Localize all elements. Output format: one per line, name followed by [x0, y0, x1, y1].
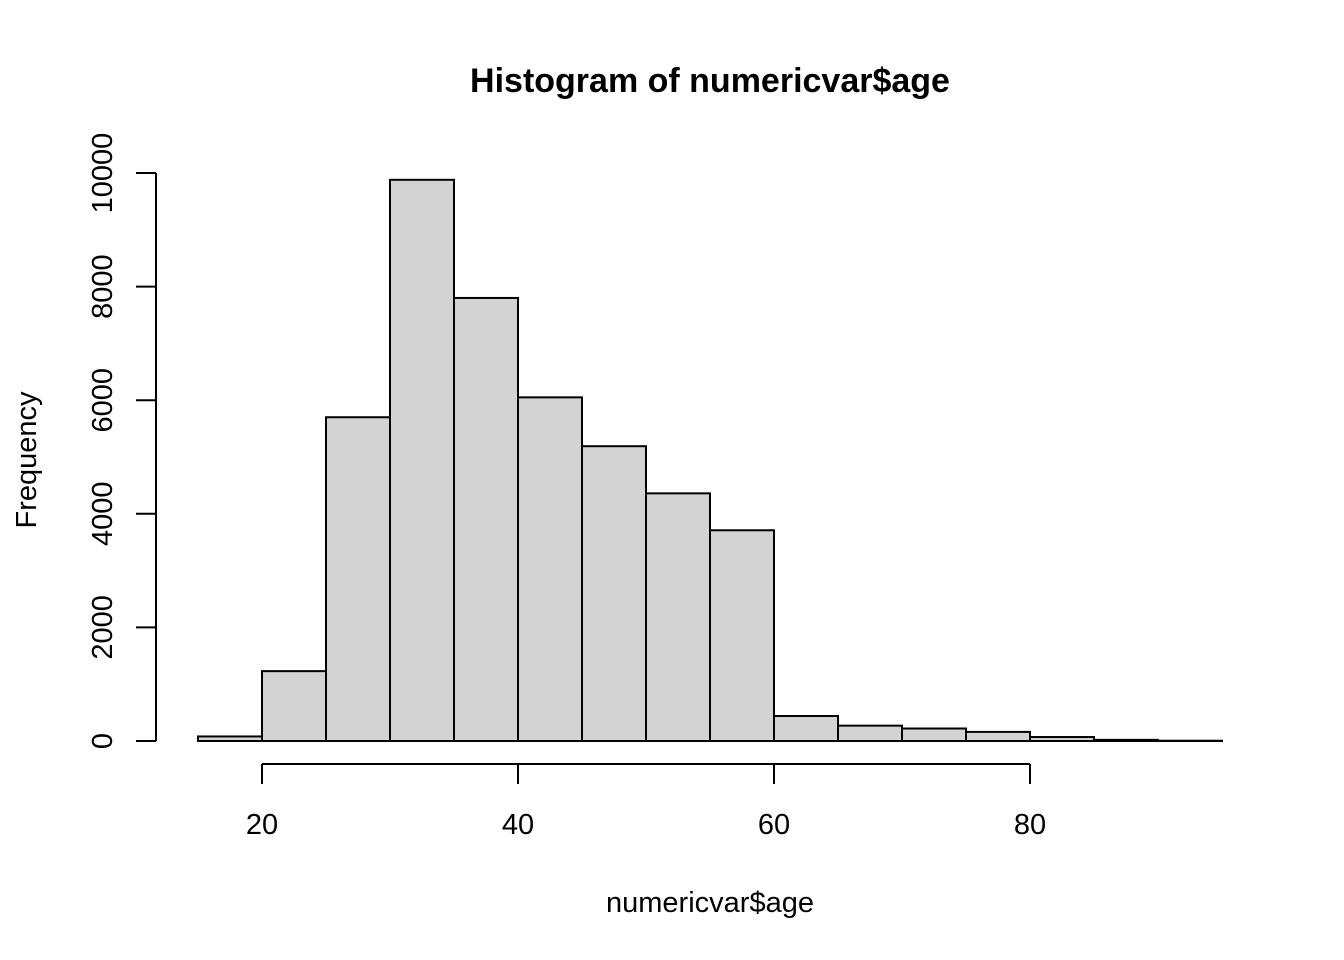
histogram-bar [517, 396, 583, 742]
x-axis: 20 40 60 80 [246, 763, 1046, 841]
y-tick-label: 10000 [87, 133, 119, 214]
histogram-bar [325, 416, 391, 742]
histogram-bar [1029, 736, 1095, 742]
histogram-bar [1093, 738, 1159, 743]
y-axis-label: Frequency [11, 391, 43, 529]
histogram-bar [581, 445, 647, 742]
histogram-bar [389, 178, 455, 743]
chart-title: Histogram of numericvar$age [470, 62, 950, 100]
bars-group [197, 178, 1223, 743]
histogram-bar [901, 727, 967, 743]
histogram-bar [261, 670, 327, 742]
histogram-bar [645, 492, 711, 742]
x-tick-label: 60 [758, 809, 790, 841]
y-tick-label: 2000 [87, 595, 119, 660]
histogram-bar [197, 735, 263, 742]
x-tick-label: 40 [502, 809, 534, 841]
x-tick-label: 80 [1014, 809, 1046, 841]
y-axis: 0 2000 4000 6000 8000 10000 [87, 133, 157, 749]
y-tick-label: 8000 [87, 254, 119, 319]
x-axis-label: numericvar$age [606, 887, 814, 919]
histogram-bar [453, 296, 519, 742]
y-tick-label: 6000 [87, 368, 119, 433]
histogram-bar [837, 724, 903, 743]
histogram-bar [773, 715, 839, 742]
y-tick-label: 0 [87, 733, 119, 749]
x-tick-label: 20 [246, 809, 278, 841]
y-tick-label: 4000 [87, 482, 119, 547]
histogram-bar [709, 529, 775, 742]
histogram-bar [965, 730, 1031, 742]
